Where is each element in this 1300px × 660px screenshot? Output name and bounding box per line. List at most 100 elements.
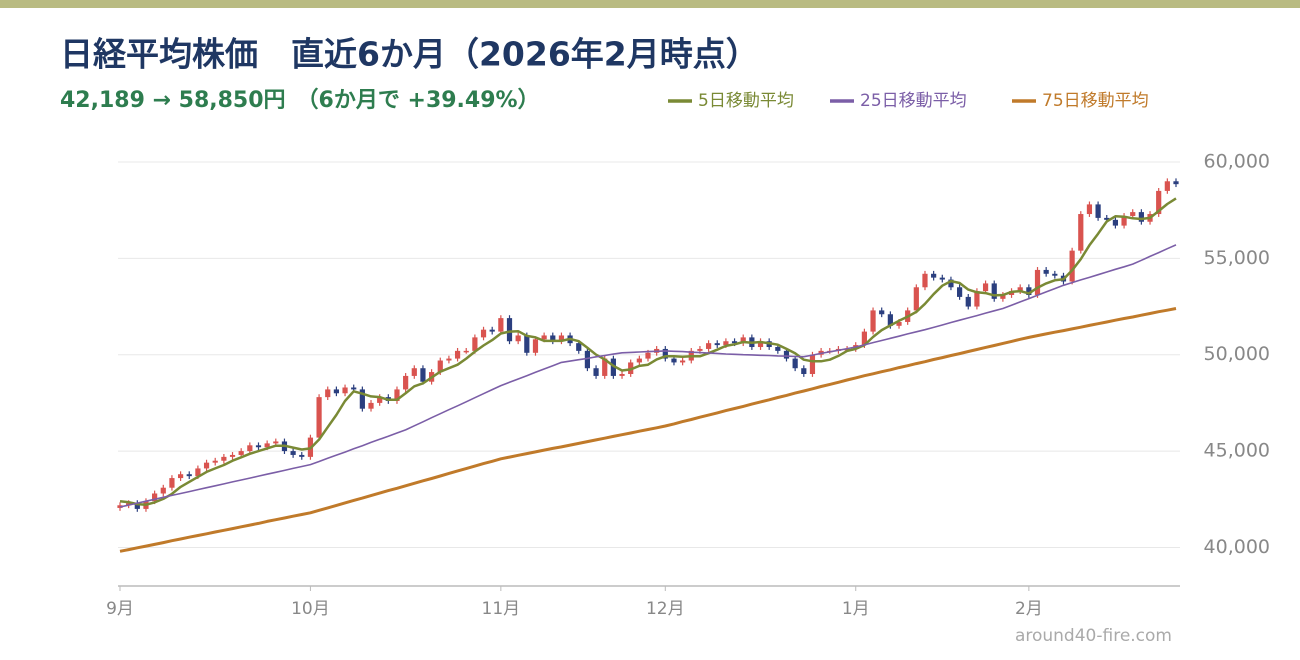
candle-body: [792, 358, 798, 369]
candle-body: [195, 468, 201, 477]
ma-line: [119, 244, 1177, 508]
candle-body: [697, 348, 703, 351]
candle-body: [731, 341, 738, 344]
y-tick-label: 55,000: [1204, 247, 1270, 269]
x-tick-label: 9月: [106, 599, 134, 619]
candle-body: [1069, 250, 1075, 282]
candle-body: [1017, 287, 1023, 292]
candle-body: [506, 318, 513, 342]
candle-body: [126, 503, 132, 506]
candle-body: [1138, 212, 1144, 222]
y-tick-label: 50,000: [1204, 343, 1270, 365]
candle-body: [342, 387, 348, 394]
candle-body: [974, 291, 980, 307]
candle-body: [896, 321, 902, 326]
candle-body: [437, 360, 443, 373]
candle-body: [861, 331, 867, 346]
candle-body: [879, 310, 885, 315]
candle-body: [1043, 269, 1049, 274]
y-tick-label: 45,000: [1204, 440, 1270, 462]
candle-body: [290, 451, 296, 455]
candle-body: [333, 389, 339, 394]
candle-body: [593, 368, 599, 376]
candle-body: [532, 339, 539, 353]
candle-body: [420, 368, 426, 382]
candle-body: [1121, 215, 1127, 226]
candle-body: [377, 397, 383, 403]
ma-line: [119, 197, 1177, 506]
legend-label: 75日移動平均: [1042, 91, 1149, 111]
candle-body: [965, 296, 971, 307]
candle-body: [169, 478, 175, 488]
candle-body: [203, 462, 210, 469]
watermark: around40-fire.com: [1015, 626, 1172, 646]
x-tick-label: 10月: [291, 599, 330, 619]
candle-body: [229, 454, 236, 457]
candle-body: [662, 348, 668, 359]
candle-body: [645, 352, 651, 359]
candle-body: [576, 343, 582, 351]
legend-label: 5日移動平均: [698, 91, 794, 111]
candle-body: [160, 487, 166, 494]
x-tick-label: 11月: [482, 599, 521, 619]
candle-body: [463, 350, 469, 353]
candle-body: [1156, 190, 1162, 215]
candle-body: [1078, 214, 1084, 251]
x-tick-label: 2月: [1015, 599, 1043, 619]
top-bar: [0, 0, 1300, 8]
y-tick-label: 60,000: [1204, 151, 1270, 173]
candle-body: [177, 474, 184, 479]
candle-body: [524, 335, 530, 353]
candle-body: [247, 445, 253, 452]
candle-body: [238, 451, 244, 455]
candle-body: [913, 287, 919, 311]
candle-body: [705, 343, 712, 349]
candle-body: [1052, 273, 1058, 276]
candle-body: [1164, 181, 1170, 191]
candle-body: [186, 474, 192, 477]
candle-body: [489, 329, 495, 332]
candle-body: [757, 341, 764, 348]
ma-line: [119, 307, 1177, 553]
candle-body: [550, 335, 556, 342]
candle-body: [991, 283, 997, 299]
candle-body: [887, 314, 893, 326]
candle-body: [454, 350, 461, 359]
candle-body: [515, 335, 521, 342]
candle-body: [740, 337, 746, 344]
candle-body: [411, 368, 417, 376]
candle-body: [948, 279, 954, 288]
candle-body: [1086, 204, 1093, 215]
candle-body: [801, 368, 807, 374]
candle-body: [316, 397, 322, 438]
candle-body: [922, 273, 928, 288]
candle-body: [931, 273, 937, 278]
candle-body: [325, 389, 331, 398]
candle-body: [939, 277, 945, 280]
x-tick-label: 12月: [646, 599, 685, 619]
candle-body: [558, 335, 565, 342]
candle-body: [351, 387, 357, 390]
x-tick-label: 1月: [842, 599, 870, 619]
candle-body: [134, 503, 140, 509]
candle-body: [1112, 219, 1119, 226]
candle-body: [619, 374, 625, 376]
candle-body: [403, 375, 409, 390]
candle-body: [212, 460, 218, 463]
y-tick-label: 40,000: [1204, 536, 1270, 558]
candle-body: [636, 358, 642, 363]
candle-body: [1034, 269, 1041, 295]
candle-body: [480, 329, 487, 338]
candle-body: [723, 341, 729, 346]
chart-subtitle: 42,189 → 58,850円 （6か月で +39.49%）: [60, 88, 540, 113]
candle-body: [152, 493, 158, 502]
candle-body: [472, 337, 478, 351]
candle-body: [446, 358, 452, 361]
candle-body: [870, 310, 876, 332]
candle-body: [273, 441, 279, 444]
candle-body: [541, 335, 547, 340]
candle-body: [982, 283, 989, 292]
candle-body: [680, 360, 686, 363]
